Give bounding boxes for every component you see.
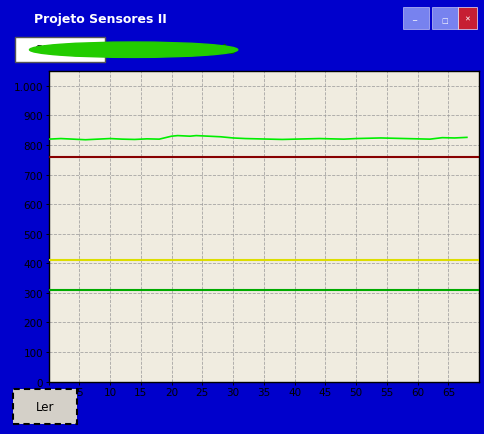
Bar	[457, 8, 476, 30]
Text: Projeto Sensores II: Projeto Sensores II	[34, 13, 166, 26]
Polygon shape	[89, 46, 98, 56]
Bar	[403, 8, 429, 30]
Circle shape	[30, 43, 237, 58]
Text: Conectado: Conectado	[157, 44, 236, 57]
Bar	[431, 8, 457, 30]
Bar	[13, 389, 76, 424]
Text: ✕: ✕	[464, 16, 469, 22]
Text: Ler: Ler	[35, 400, 54, 413]
Bar	[15, 38, 105, 63]
Text: COM3: COM3	[34, 45, 67, 55]
Text: ─: ─	[411, 18, 416, 23]
Text: □: □	[441, 18, 448, 23]
